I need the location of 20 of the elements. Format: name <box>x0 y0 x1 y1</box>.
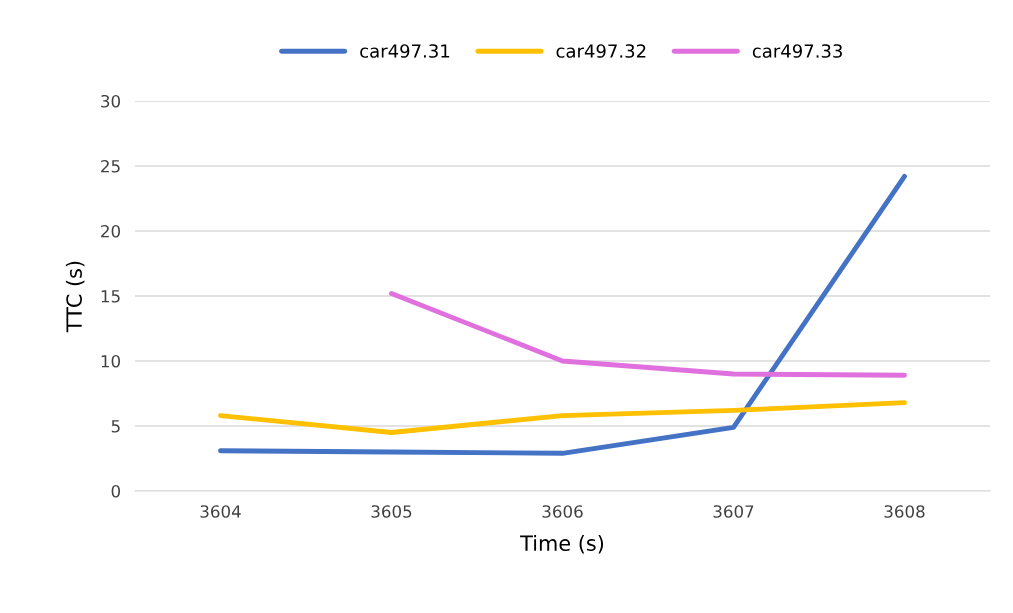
x-tick-label: 3604 <box>200 505 241 518</box>
x-tick-label: 3608 <box>884 505 925 518</box>
y-tick-label: 20 <box>101 224 120 238</box>
legend-label: car497.32 <box>556 44 646 58</box>
y-tick-label: 30 <box>101 94 120 108</box>
x-tick-label: 3605 <box>371 505 412 518</box>
legend-label: car497.31 <box>360 44 450 58</box>
line-series <box>218 400 907 435</box>
x-tick-label: 3606 <box>542 505 583 518</box>
legend-label: car497.33 <box>752 44 842 58</box>
y-tick-label: 25 <box>101 159 120 173</box>
y-tick-label: 10 <box>101 354 120 368</box>
line-series <box>218 173 907 456</box>
y-tick-label: 15 <box>101 290 120 303</box>
y-tick-label: 5 <box>111 420 120 433</box>
x-axis-title: Time (s) <box>520 534 604 554</box>
y-tick-label: 0 <box>111 484 120 498</box>
line-series <box>389 290 907 378</box>
y-axis-title: TTC (s) <box>65 261 85 333</box>
x-tick-label: 3607 <box>713 505 754 518</box>
